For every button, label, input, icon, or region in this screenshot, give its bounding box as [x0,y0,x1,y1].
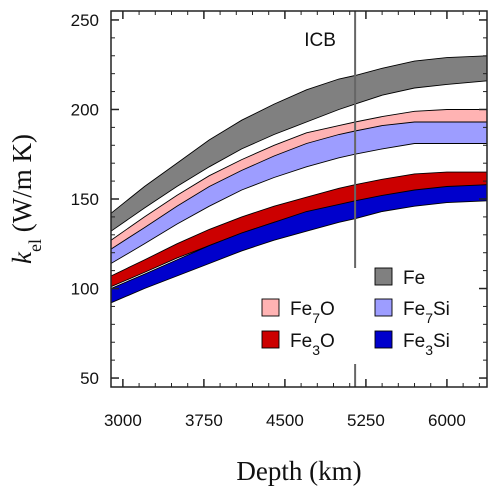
legend-label: Fe3Si [403,331,450,358]
y-tick-label: 250 [71,11,99,30]
y-axis-title-unit: (W/m K) [7,134,37,239]
y-tick-label: 100 [71,280,99,299]
x-ticks: 3000 3750 4500 5250 6000 [104,11,480,430]
legend-label: Fe7Si [403,299,450,326]
x-tick-label: 3750 [185,411,223,430]
legend-label: Fe3O [290,331,335,358]
legend-swatch [261,330,280,349]
y-axis-title-sub: el [25,239,45,252]
x-tick-label: 3000 [104,411,142,430]
legend-swatch [261,298,280,317]
y-axis-title: kel (W/m K) [7,134,45,264]
x-axis-title: Depth (km) [236,456,361,486]
y-tick-label: 150 [71,190,99,209]
y-tick-label: 50 [80,369,99,388]
icb-annotation: ICB [304,11,357,387]
x-tick-label: 5250 [347,411,385,430]
y-tick-label: 200 [71,100,99,119]
y-axis-title-main: k [7,251,37,264]
legend-label: Fe7O [290,299,335,326]
legend-swatch [374,267,393,286]
bands [110,55,488,304]
legend-swatch [374,330,393,349]
legend: Fe Fe7O Fe7Si Fe3O Fe3Si [261,267,450,358]
icb-label: ICB [304,30,336,51]
legend-label: Fe [403,268,425,289]
x-tick-label: 4500 [266,411,304,430]
x-tick-label: 6000 [428,411,466,430]
legend-swatch [374,298,393,317]
y-ticks: 50 100 150 200 250 [71,11,487,388]
